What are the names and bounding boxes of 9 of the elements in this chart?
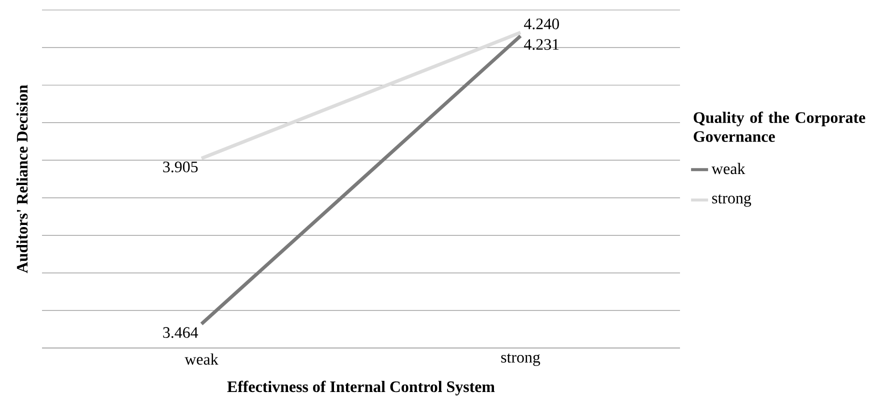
legend-title: Quality of the Corporate Governance <box>694 112 866 142</box>
legend-label: strong <box>712 194 752 207</box>
y-axis-title: Auditors' Reliance Decision <box>16 84 28 274</box>
legend-label: weak <box>712 162 746 174</box>
data-label: 4.240 <box>524 18 559 30</box>
x-axis-title: Effectivness of Internal Control System <box>227 380 495 396</box>
data-label: 3.905 <box>163 162 198 172</box>
data-label: 3.464 <box>163 327 198 338</box>
data-label: 4.231 <box>524 39 559 50</box>
